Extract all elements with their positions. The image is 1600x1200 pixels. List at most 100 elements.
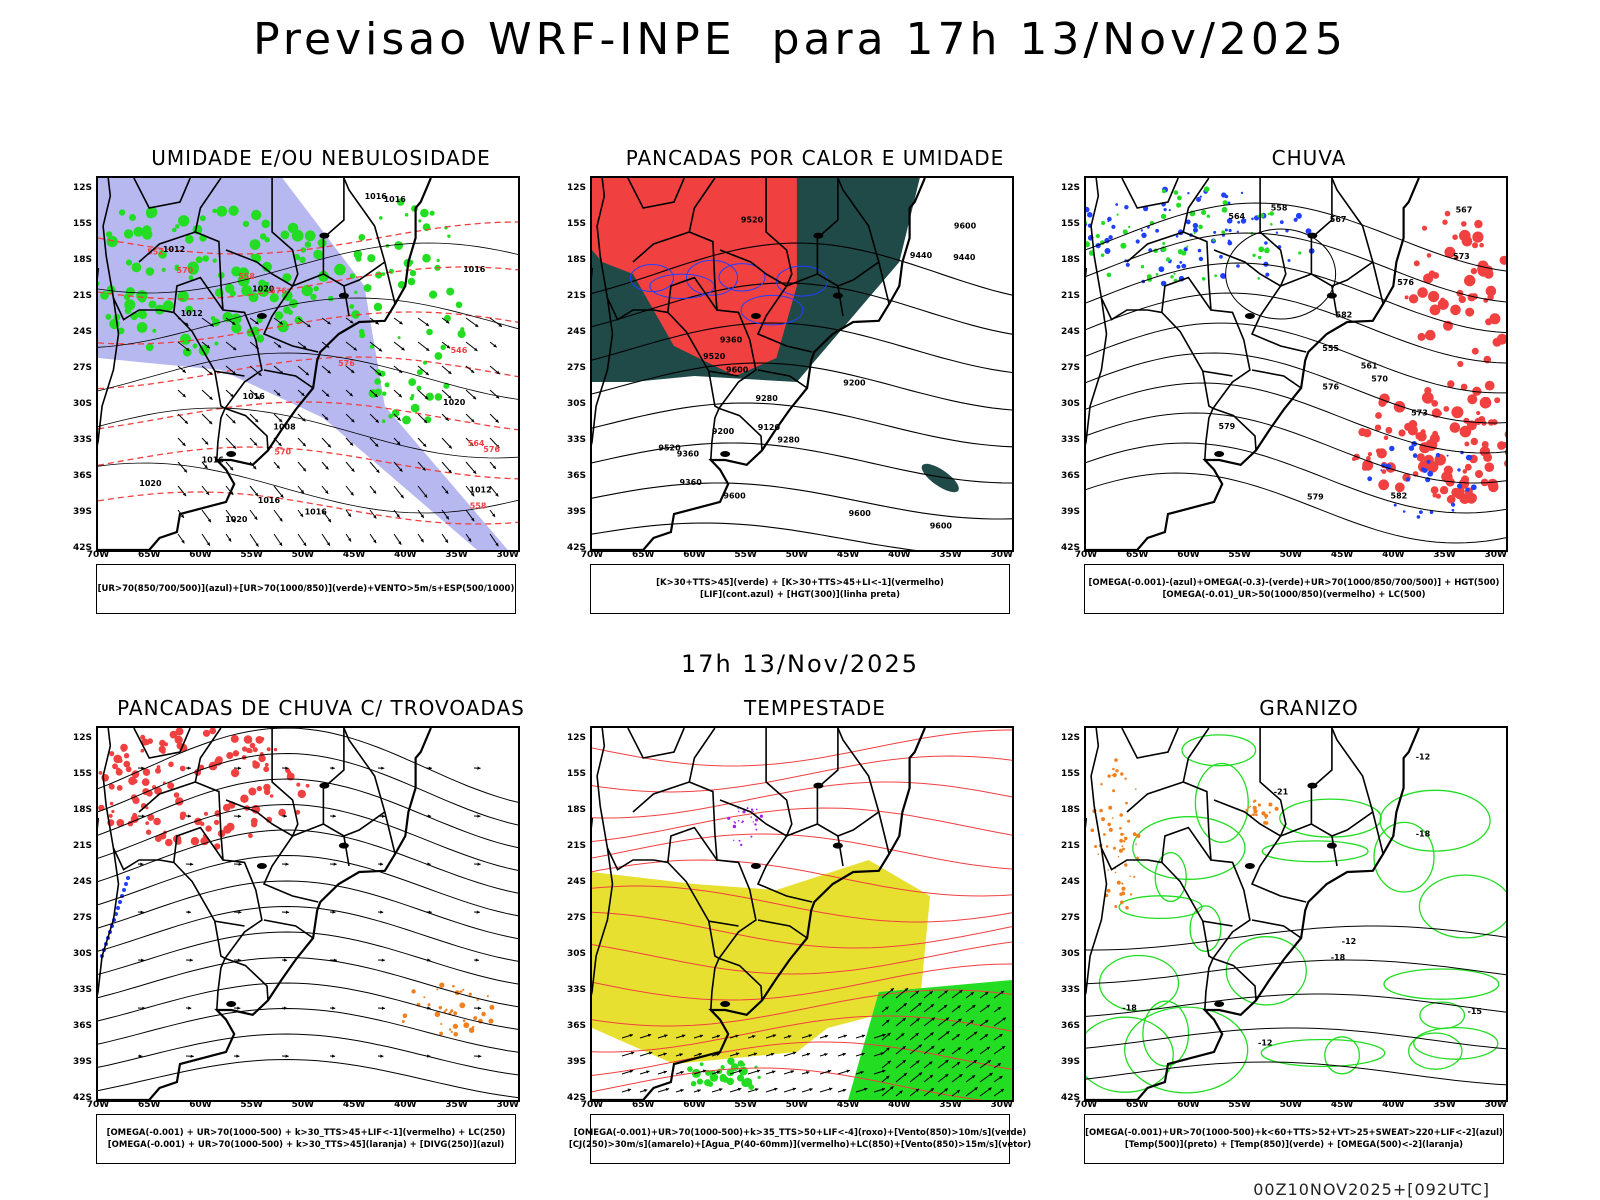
wind-arrowhead [735,1034,739,1038]
wind-arrowhead [472,470,477,474]
precip-cell [1398,429,1406,437]
wind-arrowhead [332,1006,336,1010]
contour-label: 1016 [243,392,266,401]
precip-cell [137,310,145,318]
hgt300-contour [592,242,1012,296]
country-border [592,847,614,996]
wind-arrowhead [420,514,424,518]
precip-cell [1173,190,1179,195]
precip-cell [1361,465,1368,471]
lon-tick-label: 60W [683,550,706,560]
precip-cell [367,254,376,263]
precip-cell [1484,380,1495,391]
wind-arrowhead [861,1052,865,1056]
country-border [1182,728,1257,1001]
wind-arrowhead [808,1034,812,1038]
wind-arrowhead [332,910,336,914]
lat-tick-label: 15S [1060,769,1080,779]
geo-layer [98,178,432,550]
precip-cell [1135,843,1137,846]
precip-cell [145,821,150,825]
wind-arrowhead [1002,1017,1006,1021]
wind-arrowhead [206,344,210,349]
wind-arrowhead [496,444,500,448]
precip-cell [1465,307,1475,317]
legend-line: [K>30+TTS>45](verde) + [K>30+TTS>45+LI<-… [656,578,944,588]
humidity-lower-contours [349,198,466,425]
wind-arrowhead [478,1054,482,1058]
map-frame[interactable]: -12 -12 -12 -15 -18 -18 -21 -18 [1084,726,1508,1102]
wind-arrowhead [237,958,241,962]
precip-cell [158,249,167,259]
thickness-isoline [98,311,518,345]
precip-cell [1416,453,1425,462]
wind-arrowhead [974,1087,978,1091]
panel-chuva: CHUVA 582 582 579 576 573 570 567 564 561 558 555 5… [1044,146,1534,626]
rain-uplift-fill [1351,380,1506,504]
precip-cell [1389,445,1395,452]
precip-cell [317,238,327,248]
lat-tick-label: 33S [72,435,92,445]
country-border [719,178,793,288]
wind-arrowhead [929,1074,933,1079]
contour-label: 1012 [469,486,491,495]
country-border [292,260,396,305]
country-border [837,835,844,867]
map-frame[interactable]: 9600 9600 9600 9600 9520 9520 9520 9440 9440 9360… [590,176,1014,552]
map-frame[interactable]: 1012 1008 1016 1016 1012 1016 1012 1016 1020 1016… [96,176,520,552]
map-frame[interactable] [96,726,520,1102]
wind-arrowhead [350,492,354,496]
precip-cell [1240,218,1247,224]
precip-cell [1198,224,1203,230]
wind-arrowhead [477,862,481,866]
precip-cell [1128,225,1131,229]
wind-arrowhead [139,1054,143,1058]
wind-arrowhead [498,323,502,327]
thickness-isoline [98,266,518,300]
precip-cell [1111,224,1116,229]
precip-cell [1168,209,1171,212]
wind-arrowhead [646,1070,650,1074]
temp850-contour [1124,1006,1249,1094]
precip-cell [407,277,416,286]
country-border [1086,847,1108,996]
lat-tick-label: 24S [566,327,586,337]
precip-cell [109,801,114,806]
wind-arrowhead [353,347,357,351]
precip-cell [397,198,405,206]
wind-arrowhead [973,1060,977,1064]
coastline [1086,178,1420,550]
wind-arrowhead [882,1033,886,1037]
map-frame[interactable]: 582 582 579 576 573 570 567 564 561 558 555 579 576 5… [1084,176,1508,552]
lat-tick-label: 18S [72,805,92,815]
wind-arrowhead [285,1054,289,1058]
hgt500-contour [1086,232,1506,303]
lon-tick-label: 50W [291,550,315,560]
wind-arrowhead [327,518,331,523]
precip-cell [696,1078,703,1085]
precip-cell [1451,502,1456,507]
wind-arrowhead [882,1069,886,1073]
precip-cell [165,838,173,847]
wind-arrowhead [236,1054,240,1058]
hgt500-contour [1086,412,1506,484]
precip-cell [291,229,304,242]
wind-arrowhead [186,347,190,351]
precip-cell [1120,242,1127,249]
precip-cell [1257,215,1260,218]
precip-cell [1430,486,1439,494]
precip-cell [1264,813,1269,818]
wind-arrowhead [333,958,337,962]
lake-mark [1326,842,1337,849]
wind-arrowhead [427,958,431,962]
wind-arrowhead [230,393,234,397]
precip-cell [131,262,142,273]
wind-arrowhead [470,442,474,446]
lif-contour [718,263,766,292]
wind-arrowhead [648,1051,653,1055]
contour-label: 1016 [202,456,225,465]
wind-arrowhead [278,442,282,446]
precip-cell [129,214,136,221]
precip-cell [1108,235,1113,240]
map-frame[interactable] [590,726,1014,1102]
